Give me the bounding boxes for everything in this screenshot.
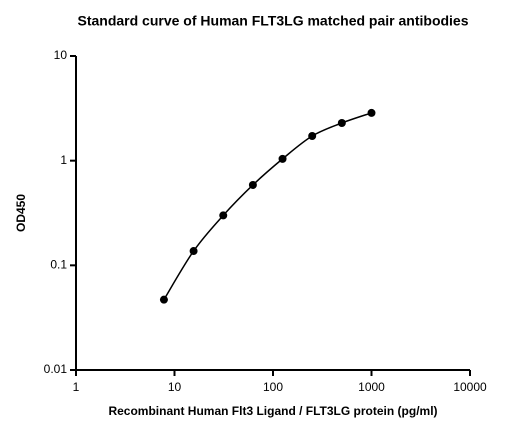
data-point bbox=[278, 154, 287, 163]
data-point bbox=[248, 180, 257, 189]
y-tick-label: 1 bbox=[60, 153, 67, 167]
x-tick-label: 100 bbox=[263, 380, 283, 394]
x-axis-label: Recombinant Human Flt3 Ligand / FLT3LG p… bbox=[108, 404, 437, 418]
x-tick-label: 10000 bbox=[453, 380, 487, 394]
x-tick-label: 1000 bbox=[358, 380, 385, 394]
data-point bbox=[308, 132, 317, 141]
y-tick-label: 0.1 bbox=[50, 258, 67, 272]
chart-title: Standard curve of Human FLT3LG matched p… bbox=[77, 13, 468, 29]
y-tick-label: 10 bbox=[54, 48, 68, 62]
y-axis-label: OD450 bbox=[14, 194, 28, 232]
data-point bbox=[337, 119, 346, 128]
data-point bbox=[159, 295, 168, 304]
data-point bbox=[367, 108, 376, 117]
x-tick-label: 1 bbox=[73, 380, 80, 394]
data-point bbox=[189, 247, 198, 256]
fit-curve bbox=[163, 112, 372, 301]
x-tick-label: 10 bbox=[168, 380, 182, 394]
y-tick-label: 0.01 bbox=[44, 362, 68, 376]
data-point bbox=[219, 211, 228, 220]
